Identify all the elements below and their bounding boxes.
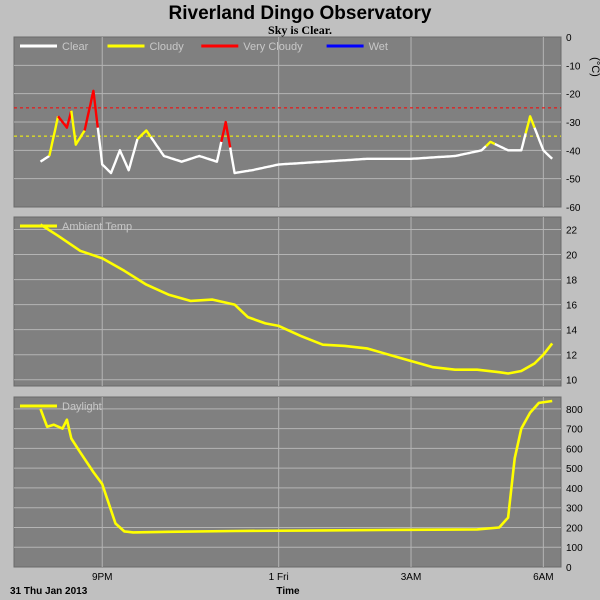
legend-entry: Daylight bbox=[20, 401, 102, 413]
y-tick-label: 14 bbox=[566, 326, 578, 337]
ambient-series-line bbox=[39, 223, 554, 375]
ambient-panel: 22 20 18 16 14 12 10 Ambient Temp bbox=[13, 216, 578, 387]
daylight-series-line bbox=[39, 399, 553, 534]
y-tick-label: -60 bbox=[566, 203, 581, 214]
legend-label: Daylight bbox=[62, 401, 102, 413]
sky-series-segment bbox=[136, 129, 152, 140]
y-tick-label: 700 bbox=[566, 425, 583, 436]
sky-series-segment bbox=[57, 110, 73, 129]
x-axis-label: Time bbox=[276, 586, 300, 597]
sky-series-segment bbox=[96, 127, 139, 175]
legend-label: Wet bbox=[369, 41, 388, 53]
x-tick-label: 1 Fri bbox=[269, 572, 289, 583]
y-tick-label: -50 bbox=[566, 175, 581, 186]
legend-label: Cloudy bbox=[150, 41, 185, 53]
sky-series-segment bbox=[39, 154, 50, 163]
legend-entry: Wet bbox=[326, 41, 388, 53]
legend-entry: Very Cloudy bbox=[201, 41, 303, 53]
y-tick-label: 200 bbox=[566, 523, 583, 534]
x-tick-label: 3AM bbox=[401, 572, 422, 583]
sky-series-segment bbox=[533, 127, 554, 160]
legend-label: Very Cloudy bbox=[243, 41, 303, 53]
y-tick-label: -30 bbox=[566, 118, 581, 129]
chart-subtitle: Sky is Clear. bbox=[268, 23, 332, 37]
y-tick-label: 22 bbox=[566, 226, 578, 237]
x-tick-label: 9PM bbox=[92, 572, 113, 583]
daylight-panel: 800 700 600 500 400 300 200 100 0 Daylight bbox=[13, 396, 583, 574]
chart-title: Riverland Dingo Observatory bbox=[169, 3, 432, 24]
y-tick-label: 0 bbox=[566, 33, 572, 44]
sky-series-segment bbox=[48, 116, 60, 157]
legend-label: Ambient Temp bbox=[62, 221, 132, 233]
y-tick-label: -40 bbox=[566, 146, 581, 157]
sky-series-segment bbox=[485, 140, 496, 147]
y-tick-label: 16 bbox=[566, 301, 578, 312]
sky-series-segment bbox=[149, 136, 223, 163]
y-tick-label: 20 bbox=[566, 251, 578, 262]
y-tick-label: 800 bbox=[566, 405, 583, 416]
y-tick-label: -10 bbox=[566, 61, 581, 72]
y-tick-label: 500 bbox=[566, 464, 583, 475]
sky-series-segment bbox=[229, 145, 487, 175]
y-tick-label: 600 bbox=[566, 444, 583, 455]
sky-panel: 0 -10 -20 -30 -40 -50 -60 (°C) Clear Cloudy Very C… bbox=[13, 33, 600, 214]
sky-series-segment bbox=[220, 120, 232, 148]
sky-series-segment bbox=[524, 115, 536, 134]
sky-series-segment bbox=[494, 132, 527, 152]
y-tick-label: 10 bbox=[566, 376, 578, 387]
chart-panels: 0 -10 -20 -30 -40 -50 -60 (°C) Clear Cloudy Very C… bbox=[13, 33, 600, 574]
legend-entry: Ambient Temp bbox=[20, 221, 132, 233]
y-tick-label: 100 bbox=[566, 543, 583, 554]
x-tick-label: 6AM bbox=[533, 572, 554, 583]
daylight-plot-area bbox=[13, 396, 562, 568]
ambient-plot-area bbox=[13, 216, 562, 387]
legend-entry: Clear bbox=[20, 41, 89, 53]
y-tick-label: -20 bbox=[566, 90, 581, 101]
y-tick-label: 0 bbox=[566, 563, 572, 574]
y-tick-label: 300 bbox=[566, 504, 583, 515]
y-tick-label: 18 bbox=[566, 276, 578, 287]
legend-label: Clear bbox=[62, 41, 89, 53]
sky-series-segment bbox=[83, 89, 99, 131]
legend-entry: Cloudy bbox=[107, 41, 185, 53]
y-tick-label: 400 bbox=[566, 484, 583, 495]
sky-series-segment bbox=[70, 110, 86, 146]
x-axis: 9PM 1 Fri 3AM 6AM bbox=[92, 572, 554, 583]
y-axis-label: (°C) bbox=[589, 57, 600, 77]
date-label: 31 Thu Jan 2013 bbox=[10, 586, 88, 597]
y-tick-label: 12 bbox=[566, 351, 578, 362]
